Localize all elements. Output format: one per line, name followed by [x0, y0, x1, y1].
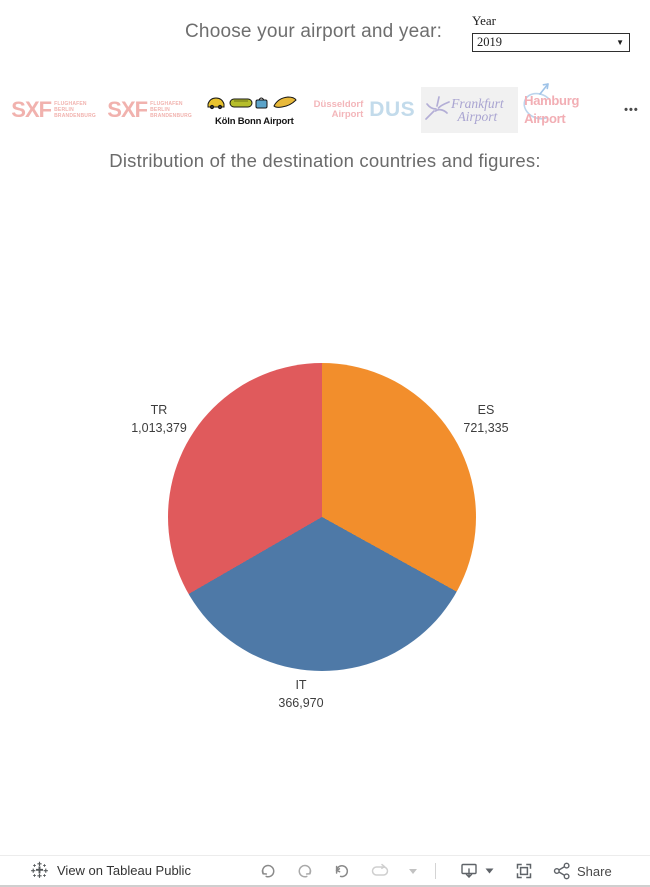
redo-icon — [298, 864, 312, 878]
view-on-tableau-public-label: View on Tableau Public — [57, 863, 191, 878]
tableau-logo-icon — [31, 861, 48, 878]
logo-sxf-berlin-1[interactable]: SXF FLUGHAFEN BERLIN BRANDENBURG — [11, 97, 101, 123]
window-bottom-edge — [0, 885, 650, 887]
redo-button[interactable] — [295, 861, 315, 881]
sxf-wordmark: SXF — [107, 97, 148, 122]
share-label: Share — [577, 863, 612, 879]
year-dropdown[interactable]: 2019 ▼ — [472, 33, 630, 52]
caret-down-icon — [409, 868, 417, 874]
sxf-subtext: FLUGHAFEN BERLIN BRANDENBURG — [150, 101, 193, 119]
reset-button[interactable] — [332, 861, 352, 881]
toolbar-separator — [435, 863, 436, 879]
fullscreen-button[interactable] — [514, 861, 534, 881]
more-logos-ellipsis[interactable]: ••• — [624, 104, 639, 116]
hamburg-wordmark: Hamburg Airport — [524, 93, 580, 126]
slice-value: 366,970 — [278, 696, 324, 710]
koeln-bonn-wordmark: Köln Bonn Airport — [215, 115, 294, 127]
frankfurt-wordmark: Frankfurt Airport — [451, 96, 504, 124]
share-icon — [553, 862, 570, 880]
slice-country-code: ES — [477, 403, 495, 417]
logo-duesseldorf[interactable]: Düsseldorf Airport — [311, 99, 364, 120]
view-on-tableau-public-link[interactable]: View on Tableau Public — [30, 861, 191, 880]
dropdown-caret-icon: ▼ — [616, 37, 624, 47]
pause-updates-caret-disabled[interactable] — [408, 868, 418, 875]
airport-logo-strip: SXF FLUGHAFEN BERLIN BRANDENBURG SXF FLU… — [0, 83, 650, 134]
logo-dus[interactable]: DUS — [369, 98, 416, 121]
pie-label-es: ES 721,335 — [431, 401, 541, 437]
slice-country-code: IT — [295, 678, 307, 692]
download-icon — [461, 863, 477, 878]
reset-icon — [335, 865, 349, 878]
logo-sxf-berlin-2[interactable]: SXF FLUGHAFEN BERLIN BRANDENBURG — [107, 97, 197, 123]
duesseldorf-wordmark-line2: Airport — [331, 109, 364, 120]
download-button[interactable] — [459, 861, 494, 881]
destination-pie-chart[interactable] — [168, 363, 476, 671]
share-button[interactable]: Share — [552, 861, 612, 881]
logo-koeln-bonn-selected[interactable]: Köln Bonn Airport — [203, 94, 305, 127]
hamburg-swoosh-icon — [523, 83, 549, 120]
dashboard-header-title: Choose your airport and year: — [185, 21, 443, 42]
chart-title: Distribution of the destination countrie… — [109, 150, 541, 171]
slice-country-code: TR — [150, 403, 168, 417]
logo-frankfurt[interactable]: Frankfurt Airport — [421, 87, 519, 133]
year-filter-label: Year — [472, 13, 496, 28]
pie-label-tr: TR 1,013,379 — [104, 401, 214, 437]
fullscreen-icon — [516, 863, 532, 879]
sxf-subtext: FLUGHAFEN BERLIN BRANDENBURG — [54, 101, 97, 119]
refresh-button-disabled[interactable] — [369, 861, 391, 881]
refresh-icon — [371, 863, 389, 876]
logo-hamburg[interactable]: Hamburg Airport — [523, 83, 618, 128]
tableau-footer-toolbar: View on Tableau Public — [0, 855, 650, 887]
sxf-wordmark: SXF — [11, 97, 52, 122]
caret-down-icon — [485, 868, 494, 874]
pie-label-it: IT 366,970 — [246, 676, 356, 712]
slice-value: 721,335 — [463, 421, 509, 435]
undo-button[interactable] — [258, 861, 278, 881]
frankfurt-burst-icon — [425, 96, 450, 120]
duesseldorf-wordmark-line1: Düsseldorf — [313, 99, 364, 110]
undo-icon — [261, 864, 275, 878]
year-dropdown-value: 2019 — [477, 35, 502, 49]
koeln-bonn-icons — [207, 95, 297, 109]
slice-value: 1,013,379 — [131, 421, 187, 435]
